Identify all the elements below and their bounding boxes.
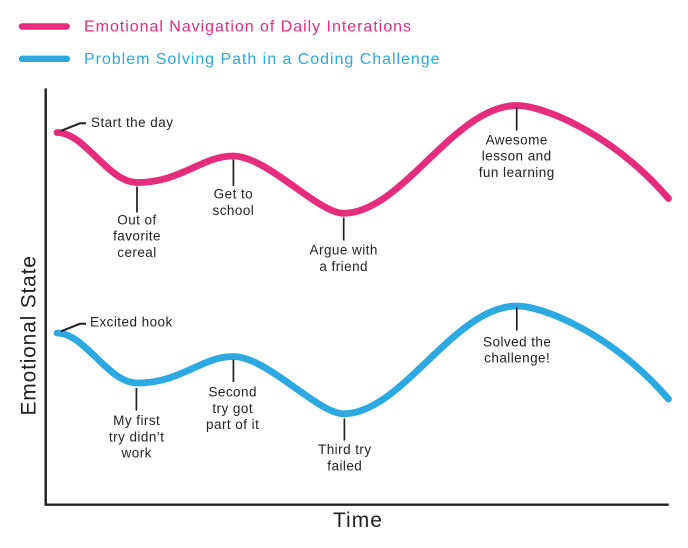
svg-text:lesson and: lesson and — [482, 149, 552, 164]
svg-text:Get to: Get to — [214, 187, 253, 202]
svg-text:Out of: Out of — [117, 212, 156, 227]
svg-text:Emotional State: Emotional State — [18, 255, 41, 415]
svg-text:work: work — [121, 446, 152, 461]
svg-text:favorite: favorite — [113, 229, 161, 244]
svg-text:school: school — [213, 203, 255, 218]
svg-text:Start the day: Start the day — [91, 115, 173, 130]
svg-text:Argue with: Argue with — [310, 243, 378, 258]
svg-text:Excited hook: Excited hook — [90, 314, 173, 329]
svg-text:Problem Solving Path in a Codi: Problem Solving Path in a Coding Challen… — [84, 51, 441, 68]
svg-text:failed: failed — [327, 458, 362, 473]
svg-text:Emotional Navigation of Daily: Emotional Navigation of Daily Interation… — [84, 18, 412, 35]
svg-text:Solved the: Solved the — [483, 334, 551, 349]
svg-text:Awesome: Awesome — [486, 132, 548, 147]
svg-text:cereal: cereal — [117, 245, 156, 260]
svg-text:Third try: Third try — [318, 442, 372, 457]
svg-text:a friend: a friend — [319, 259, 368, 274]
svg-text:try got: try got — [212, 401, 253, 416]
svg-text:Time: Time — [333, 509, 383, 532]
svg-text:challenge!: challenge! — [484, 351, 550, 366]
svg-text:try didn’t: try didn’t — [109, 429, 165, 444]
svg-text:Second: Second — [208, 384, 257, 399]
svg-text:part of it: part of it — [206, 417, 259, 432]
svg-text:My first: My first — [113, 413, 160, 428]
svg-text:fun learning: fun learning — [479, 165, 555, 180]
